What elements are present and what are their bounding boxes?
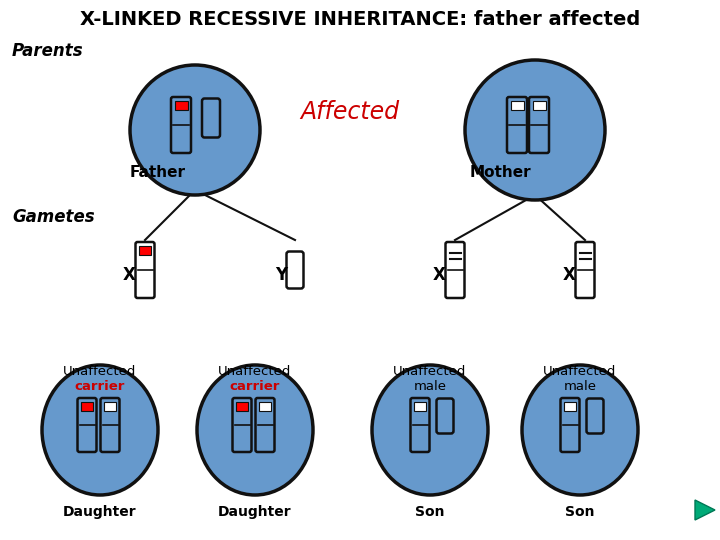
Text: X: X bbox=[563, 266, 576, 284]
Text: X-LINKED RECESSIVE INHERITANCE: father affected: X-LINKED RECESSIVE INHERITANCE: father a… bbox=[80, 10, 640, 29]
FancyBboxPatch shape bbox=[587, 399, 603, 434]
Bar bbox=[564, 402, 576, 410]
FancyBboxPatch shape bbox=[135, 242, 155, 298]
Text: Son: Son bbox=[415, 505, 445, 519]
FancyBboxPatch shape bbox=[78, 398, 96, 452]
Bar bbox=[104, 402, 116, 410]
FancyBboxPatch shape bbox=[560, 398, 580, 452]
Text: Unaffected: Unaffected bbox=[218, 365, 292, 378]
Ellipse shape bbox=[42, 365, 158, 495]
FancyBboxPatch shape bbox=[410, 398, 430, 452]
Text: Y: Y bbox=[275, 266, 287, 284]
Bar bbox=[139, 246, 151, 255]
Bar bbox=[259, 402, 271, 410]
Text: Gametes: Gametes bbox=[12, 208, 94, 226]
Circle shape bbox=[130, 65, 260, 195]
Text: Unaffected: Unaffected bbox=[63, 365, 137, 378]
Circle shape bbox=[465, 60, 605, 200]
FancyBboxPatch shape bbox=[575, 242, 595, 298]
FancyBboxPatch shape bbox=[171, 97, 191, 153]
Bar bbox=[533, 100, 546, 110]
Text: Father: Father bbox=[130, 165, 186, 180]
Ellipse shape bbox=[197, 365, 313, 495]
Text: male: male bbox=[564, 380, 596, 393]
FancyBboxPatch shape bbox=[256, 398, 274, 452]
Bar bbox=[174, 100, 187, 110]
Polygon shape bbox=[695, 500, 715, 520]
Text: Son: Son bbox=[565, 505, 595, 519]
FancyBboxPatch shape bbox=[507, 97, 527, 153]
Text: Unaffected: Unaffected bbox=[393, 365, 467, 378]
Ellipse shape bbox=[522, 365, 638, 495]
Text: Daughter: Daughter bbox=[63, 505, 137, 519]
Text: Mother: Mother bbox=[470, 165, 531, 180]
Text: X: X bbox=[123, 266, 136, 284]
Bar bbox=[414, 402, 426, 410]
Text: carrier: carrier bbox=[75, 380, 125, 393]
FancyBboxPatch shape bbox=[446, 242, 464, 298]
Text: Unaffected: Unaffected bbox=[544, 365, 617, 378]
Text: X: X bbox=[433, 266, 446, 284]
Text: Daughter: Daughter bbox=[218, 505, 292, 519]
Ellipse shape bbox=[372, 365, 488, 495]
Text: carrier: carrier bbox=[230, 380, 280, 393]
Text: Parents: Parents bbox=[12, 42, 84, 60]
Text: Affected: Affected bbox=[300, 100, 399, 124]
Bar bbox=[81, 402, 93, 410]
FancyBboxPatch shape bbox=[202, 98, 220, 138]
FancyBboxPatch shape bbox=[101, 398, 120, 452]
FancyBboxPatch shape bbox=[233, 398, 251, 452]
FancyBboxPatch shape bbox=[529, 97, 549, 153]
Bar bbox=[236, 402, 248, 410]
FancyBboxPatch shape bbox=[436, 399, 454, 434]
Bar bbox=[510, 100, 523, 110]
FancyBboxPatch shape bbox=[287, 252, 304, 288]
Text: male: male bbox=[413, 380, 446, 393]
